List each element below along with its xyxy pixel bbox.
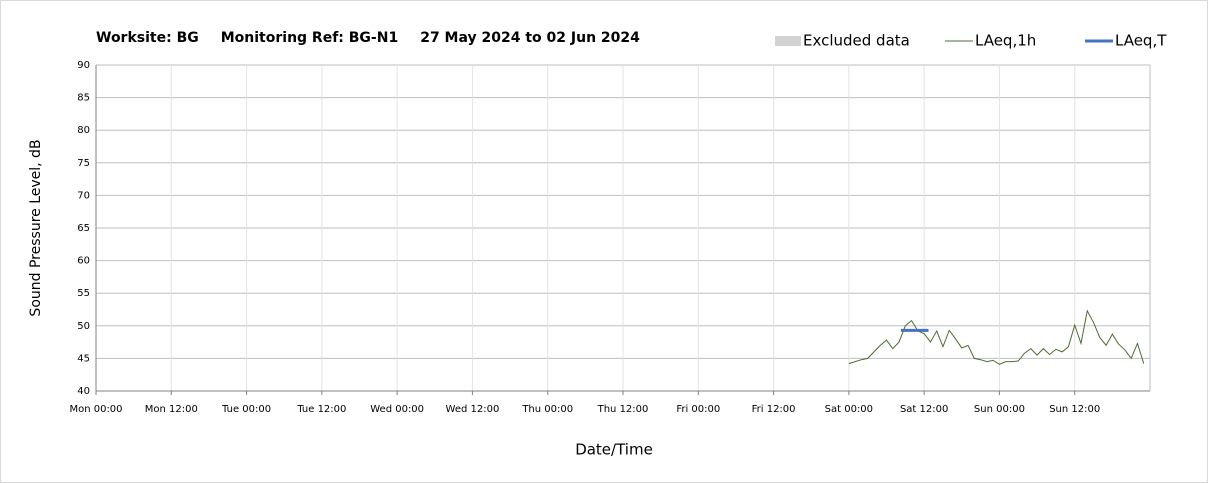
series-line <box>848 309 1145 365</box>
legend-swatch <box>775 36 801 46</box>
y-tick-label: 80 <box>77 125 90 136</box>
y-tick-label: 50 <box>77 321 90 332</box>
x-tick-label: Sat 00:00 <box>825 404 873 415</box>
y-tick-label: 55 <box>77 288 90 299</box>
x-tick-label: Thu 00:00 <box>521 404 573 415</box>
x-tick-label: Sat 12:00 <box>900 404 948 415</box>
x-tick-label: Sun 00:00 <box>974 404 1025 415</box>
x-tick-label: Tue 12:00 <box>296 404 346 415</box>
x-tick-label: Mon 12:00 <box>145 404 198 415</box>
y-tick-label: 40 <box>77 386 90 397</box>
y-tick-label: 45 <box>77 353 90 364</box>
y-tick-label: 70 <box>77 190 90 201</box>
title-part: 27 May 2024 to 02 Jun 2024 <box>420 30 640 46</box>
legend-label: Excluded data <box>803 32 910 50</box>
x-tick-label: Tue 00:00 <box>221 404 271 415</box>
y-axis-label: Sound Pressure Level, dB <box>28 139 44 316</box>
y-tick-label: 75 <box>77 158 90 169</box>
x-tick-label: Wed 00:00 <box>370 404 424 415</box>
y-tick-label: 85 <box>77 93 90 104</box>
x-tick-label: Fri 00:00 <box>676 404 720 415</box>
legend-label: LAeq,T <box>1115 32 1167 50</box>
title-part: Worksite: BG <box>96 30 199 46</box>
y-tick-label: 60 <box>77 256 90 267</box>
chart-title: Worksite: BG Monitoring Ref: BG-N1 27 May … <box>96 30 640 46</box>
x-tick-label: Mon 00:00 <box>69 404 122 415</box>
title-part: Monitoring Ref: BG-N1 <box>221 30 398 46</box>
x-tick-label: Wed 12:00 <box>446 404 500 415</box>
y-tick-label: 90 <box>77 60 90 71</box>
x-tick-label: Thu 12:00 <box>597 404 649 415</box>
x-tick-label: Fri 12:00 <box>752 404 796 415</box>
legend-label: LAeq,1h <box>975 32 1036 50</box>
y-tick-label: 65 <box>77 223 90 234</box>
x-axis-label: Date/Time <box>575 441 653 459</box>
x-tick-label: Sun 12:00 <box>1049 404 1100 415</box>
